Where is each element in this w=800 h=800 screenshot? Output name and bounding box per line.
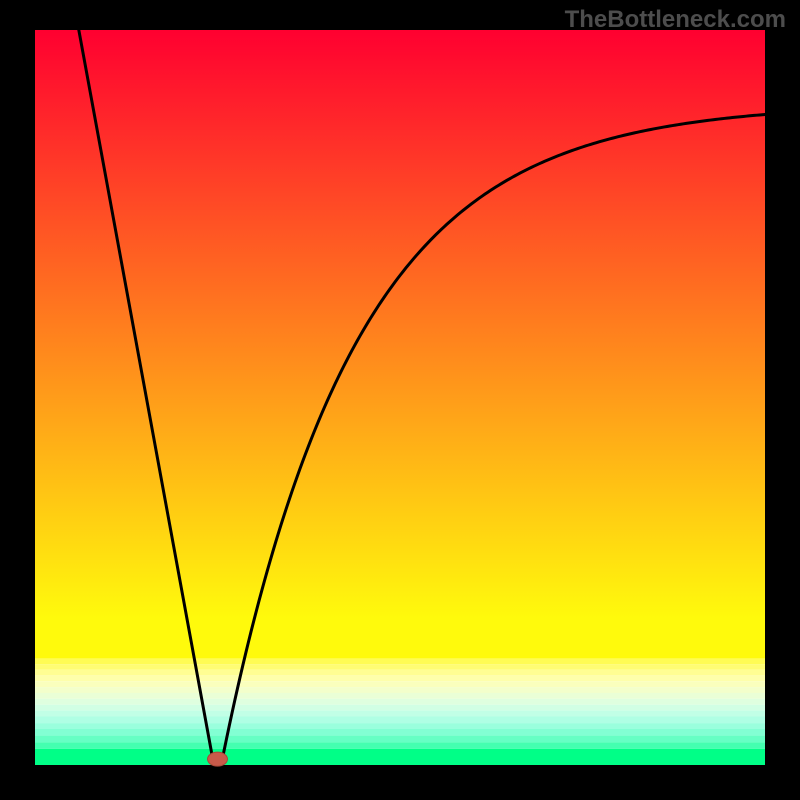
gradient-band — [35, 687, 765, 693]
gradient-band — [35, 749, 765, 765]
gradient-band — [35, 736, 765, 743]
frame-left — [0, 30, 35, 765]
frame-bottom — [0, 765, 800, 800]
gradient-band — [35, 711, 765, 717]
gradient-band — [35, 716, 765, 723]
gradient-band — [35, 693, 765, 699]
chart-container: TheBottleneck.com — [0, 0, 800, 800]
gradient-band — [35, 699, 765, 705]
gradient-band — [35, 723, 765, 729]
gradient-band — [35, 705, 765, 711]
gradient-band — [35, 30, 765, 618]
gradient-band — [35, 669, 765, 675]
gradient-band — [35, 664, 765, 669]
bottleneck-chart — [0, 0, 800, 800]
gradient-band — [35, 742, 765, 749]
gradient-band — [35, 729, 765, 736]
watermark-text: TheBottleneck.com — [565, 6, 786, 34]
gradient-band — [35, 675, 765, 681]
bottleneck-marker — [208, 752, 228, 766]
gradient-band — [35, 618, 765, 658]
gradient-band — [35, 658, 765, 664]
frame-right — [765, 30, 800, 765]
gradient-band — [35, 681, 765, 687]
